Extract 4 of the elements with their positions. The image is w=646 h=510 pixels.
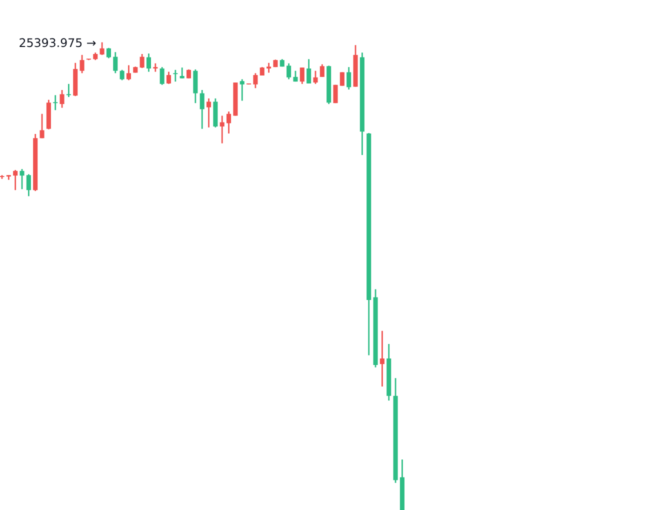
annotation: 25393.975 → bbox=[20, 38, 96, 48]
candlestick bbox=[340, 72, 344, 86]
candlestick bbox=[333, 84, 338, 104]
candlestick bbox=[233, 82, 238, 116]
